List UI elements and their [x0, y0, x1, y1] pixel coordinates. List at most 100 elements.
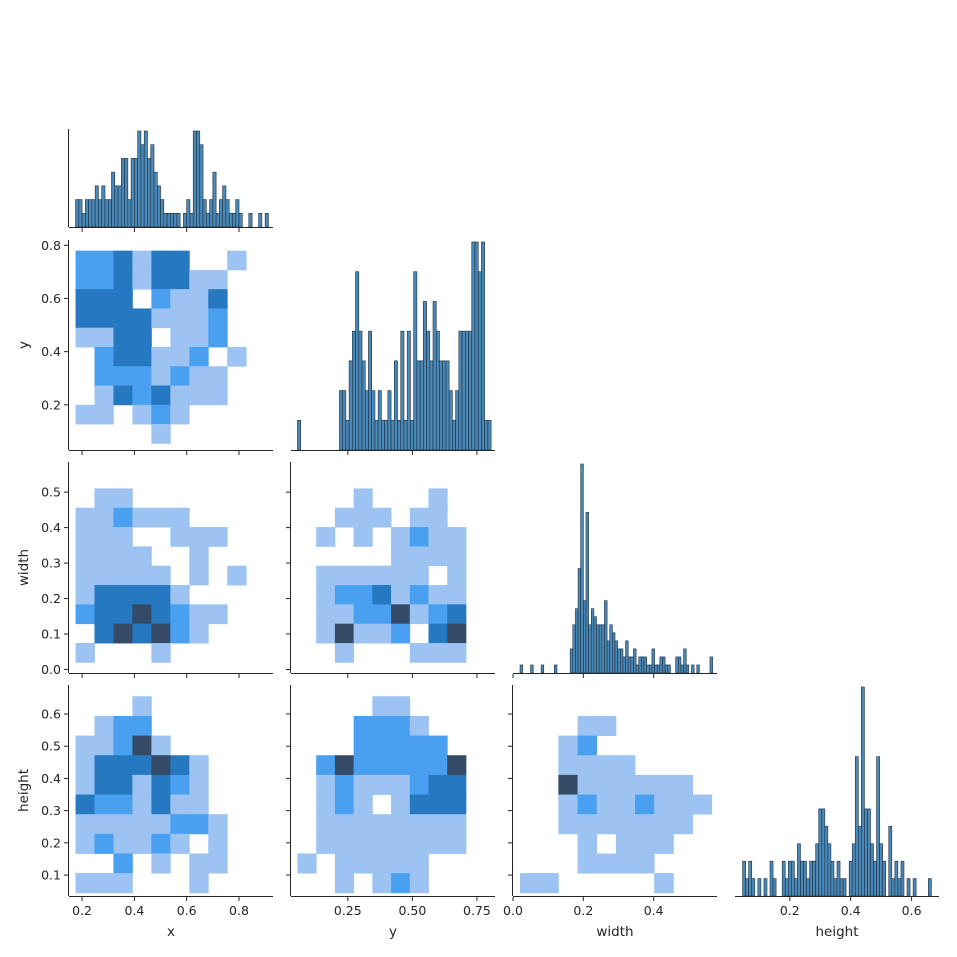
heatmap-cell [94, 385, 114, 406]
histogram-bar [423, 301, 427, 451]
histogram-bar [297, 419, 301, 451]
heatmap-cell [409, 853, 429, 874]
histogram-bar [812, 860, 816, 897]
heatmap-cell [94, 735, 114, 756]
histogram-bar [912, 878, 917, 897]
histogram-bar [352, 330, 356, 451]
heatmap-cell [208, 289, 228, 309]
y-tick-label-y: 0.8 [41, 238, 61, 253]
heatmap-cell [635, 774, 655, 795]
heatmap-cell [113, 833, 133, 854]
heatmap-cell [75, 289, 95, 309]
y-tick-label-width: 0.5 [41, 485, 61, 500]
histogram-bar [745, 878, 749, 897]
heatmap-cell [94, 346, 114, 367]
heatmap-cell [170, 404, 190, 425]
x-axis-label-x: x [167, 924, 175, 940]
heatmap-cell [151, 814, 171, 835]
histogram-bar [619, 648, 624, 674]
histogram-bar [635, 664, 640, 674]
histogram-bar [403, 419, 408, 451]
heatmap-cell [113, 289, 133, 309]
histogram-bar [580, 463, 584, 674]
heatmap-cell [170, 604, 190, 625]
heatmap-cell [596, 794, 617, 815]
heatmap-cell [113, 853, 133, 874]
heatmap-cell [391, 794, 411, 815]
heatmap-cell [428, 643, 448, 663]
heatmap-cell [558, 774, 578, 795]
histogram-bar [858, 826, 862, 897]
heatmap-cell [94, 794, 114, 815]
histogram-bar [368, 330, 373, 451]
heatmap-cell [447, 623, 467, 644]
heatmap-cell [113, 604, 133, 625]
heatmap-cell [372, 814, 392, 835]
histogram-bar [646, 664, 650, 674]
histogram-bar [140, 144, 145, 228]
histogram-bar [202, 199, 207, 228]
heatmap-cell [208, 604, 228, 625]
histogram-bar [598, 624, 603, 674]
heatmap-cell [372, 507, 392, 528]
heatmap-cell [170, 308, 190, 329]
heatmap-cell [673, 774, 693, 795]
heatmap-cell [391, 833, 411, 854]
histogram-bar [222, 185, 227, 228]
heatmap-cell [75, 507, 95, 528]
heatmap-cell [558, 814, 578, 835]
histogram-bar [827, 843, 832, 897]
histogram-bar [232, 212, 237, 228]
histogram-bar [569, 648, 574, 674]
histogram-bar [413, 271, 418, 451]
histogram-bar [791, 860, 795, 897]
y-axis-label-height: height [16, 769, 32, 812]
histogram-bar [114, 185, 119, 228]
heatmap-cell [189, 546, 209, 567]
heatmap-cell [170, 585, 190, 605]
heatmap-cell [151, 755, 171, 776]
histogram-bar [851, 843, 856, 897]
x-tick-label-width: 0.2 [573, 903, 593, 918]
histogram-bar [384, 419, 389, 451]
heatmap-cell [170, 366, 190, 386]
heatmap-x-vs-height [75, 696, 228, 894]
heatmap-cell [577, 794, 598, 815]
histogram-bar [630, 656, 634, 674]
heatmap-cell [170, 833, 190, 854]
heatmap-cell [75, 814, 95, 835]
histogram-bar [419, 360, 424, 451]
histogram-bar [836, 860, 841, 897]
heatmap-cell [132, 507, 152, 528]
histogram-bar [153, 171, 158, 228]
histogram-bar [641, 656, 645, 674]
heatmap-cell [520, 873, 540, 894]
histogram-bar [625, 640, 629, 674]
heatmap-cell [189, 814, 209, 835]
heatmap-cell [316, 623, 336, 644]
histogram-bar [111, 171, 116, 228]
heatmap-cell [334, 774, 355, 795]
histogram-bar [78, 199, 83, 228]
histogram-bar [439, 360, 444, 451]
heatmap-cell [391, 873, 411, 894]
histogram-bar [769, 860, 774, 897]
histogram-bar [484, 419, 489, 451]
y-axis-label-width: width [16, 549, 32, 586]
heatmap-cell [409, 585, 429, 605]
heatmap-cell [94, 873, 114, 894]
heatmap-cell [94, 404, 114, 425]
histogram-bar [134, 158, 138, 228]
heatmap-cell [409, 715, 429, 736]
histogram-bar [648, 664, 653, 674]
histogram-bar [751, 878, 756, 897]
heatmap-cell [353, 735, 373, 756]
heatmap-cell [151, 643, 171, 663]
heatmap-cell [189, 853, 209, 874]
heatmap-cell [596, 755, 617, 776]
x-tick-label-x: 0.8 [229, 903, 249, 918]
histogram-bar [477, 271, 482, 451]
histogram-bar [406, 330, 411, 451]
heatmap-cell [94, 366, 114, 386]
x-tick-label-y: 0.25 [334, 903, 362, 918]
